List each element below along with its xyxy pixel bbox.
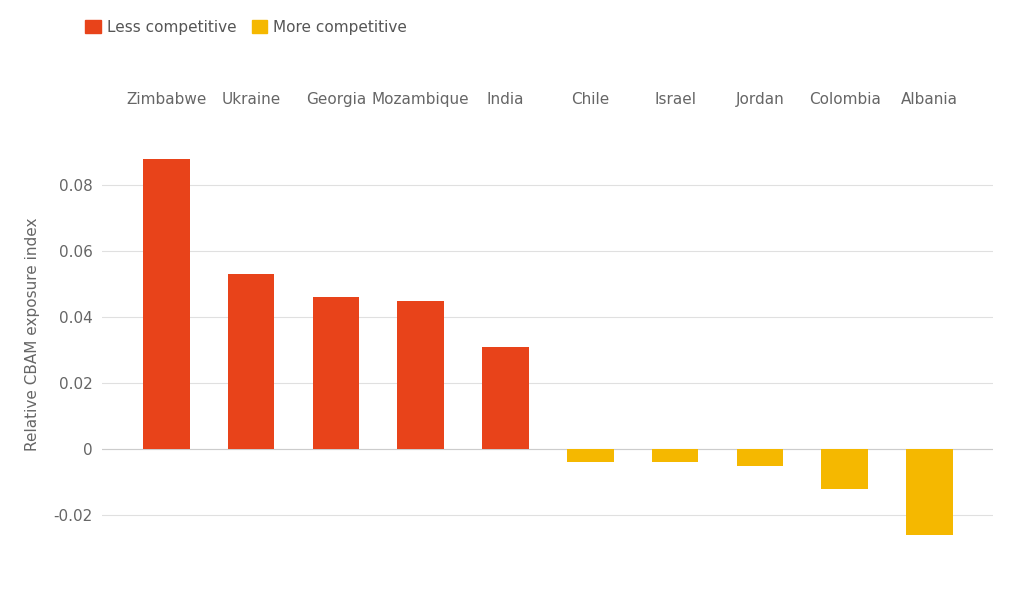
- Y-axis label: Relative CBAM exposure index: Relative CBAM exposure index: [25, 217, 40, 451]
- Bar: [227, 274, 274, 449]
- Bar: [821, 449, 868, 489]
- Bar: [397, 301, 444, 449]
- Bar: [312, 297, 359, 449]
- Bar: [736, 449, 783, 466]
- Legend: Less competitive, More competitive: Less competitive, More competitive: [79, 14, 413, 41]
- Bar: [651, 449, 698, 462]
- Bar: [906, 449, 952, 535]
- Bar: [143, 159, 189, 449]
- Bar: [482, 347, 528, 449]
- Bar: [567, 449, 613, 462]
